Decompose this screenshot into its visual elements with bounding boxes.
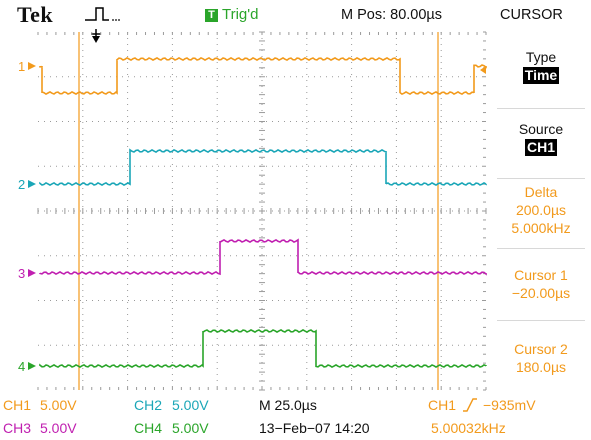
channel-1-marker-label: 1 xyxy=(18,59,25,74)
ch3-trace xyxy=(39,238,487,276)
ch1-trace xyxy=(39,56,487,96)
delta-time: 200.0µs xyxy=(515,202,567,218)
menu-type-value: Time xyxy=(522,67,560,84)
channel-3-marker-arrow-icon xyxy=(28,269,36,277)
ch2-scale: 5.00V xyxy=(172,397,209,413)
menu-type-label: Type xyxy=(525,49,557,65)
trigger-type-icon xyxy=(85,7,120,43)
menu-divider xyxy=(497,108,585,109)
trigger-status-icon: T xyxy=(205,9,218,22)
status-bar: Tek T Trig'd M Pos: 80.00µs CURSOR xyxy=(0,0,591,43)
menu-title: CURSOR xyxy=(500,7,563,23)
graticule: 1 2 3 4 xyxy=(18,31,487,391)
cursor2-value: 180.0µs xyxy=(515,359,567,375)
ch3-scale: 5.00V xyxy=(40,420,77,436)
menu-source-button[interactable]: Source CH1 xyxy=(491,120,591,156)
channel-2-marker-arrow-icon xyxy=(28,180,36,188)
channel-1-marker-arrow-icon xyxy=(28,62,36,70)
ch4-label: CH4 xyxy=(134,420,163,436)
menu-source-value: CH1 xyxy=(524,139,557,156)
ch2-label: CH2 xyxy=(134,397,163,413)
date-time: 13−Feb−07 14:20 xyxy=(259,420,370,436)
timebase: M 25.0µs xyxy=(259,397,317,413)
cursor1-value: −20.00µs xyxy=(511,285,571,301)
waveform-display: 1 2 3 4 xyxy=(0,30,488,392)
cursor-side-menu: Type Time Source CH1 Delta 200.0µs 5.000… xyxy=(491,30,591,392)
trigger-status: T Trig'd xyxy=(205,6,258,23)
rising-slope-icon xyxy=(463,398,477,412)
horizontal-position: M Pos: 80.00µs xyxy=(341,7,443,23)
channel-3-marker-label: 3 xyxy=(18,266,25,281)
channel-2-marker-label: 2 xyxy=(18,177,25,192)
ch4-scale: 5.00V xyxy=(172,420,209,436)
trigger-frequency: 5.00032kHz xyxy=(431,420,506,436)
ch1-scale: 5.00V xyxy=(40,397,77,413)
ch1-label: CH1 xyxy=(3,397,32,413)
channel-4-marker-arrow-icon xyxy=(28,362,36,370)
ch2-trace xyxy=(39,148,487,187)
menu-divider xyxy=(497,320,585,321)
trigger-position-arrow-icon xyxy=(91,29,101,43)
trigger-level: −935mV xyxy=(483,397,536,413)
menu-delta-readout: Delta 200.0µs 5.000kHz xyxy=(491,183,591,237)
channel-4-marker-label: 4 xyxy=(18,359,25,374)
brand-logo: Tek xyxy=(17,2,54,27)
menu-type-button[interactable]: Type Time xyxy=(491,48,591,84)
delta-label: Delta xyxy=(524,184,558,200)
menu-divider xyxy=(497,178,585,179)
menu-cursor2-button[interactable]: Cursor 2 180.0µs xyxy=(491,340,591,376)
channel-readout: CH1 5.00V CH2 5.00V M 25.0µs CH1 −935mV … xyxy=(0,392,591,440)
menu-source-label: Source xyxy=(518,121,564,137)
delta-frequency: 5.000kHz xyxy=(511,220,571,236)
ch3-label: CH3 xyxy=(3,420,32,436)
menu-divider xyxy=(497,248,585,249)
cursor2-label: Cursor 2 xyxy=(514,341,568,357)
ch1-right-marker-icon xyxy=(480,66,486,74)
cursor1-label: Cursor 1 xyxy=(514,267,568,283)
trigger-source: CH1 xyxy=(428,397,457,413)
ch4-trace xyxy=(39,328,487,369)
menu-cursor1-button[interactable]: Cursor 1 −20.00µs xyxy=(491,266,591,302)
trigger-status-label: Trig'd xyxy=(222,6,259,23)
